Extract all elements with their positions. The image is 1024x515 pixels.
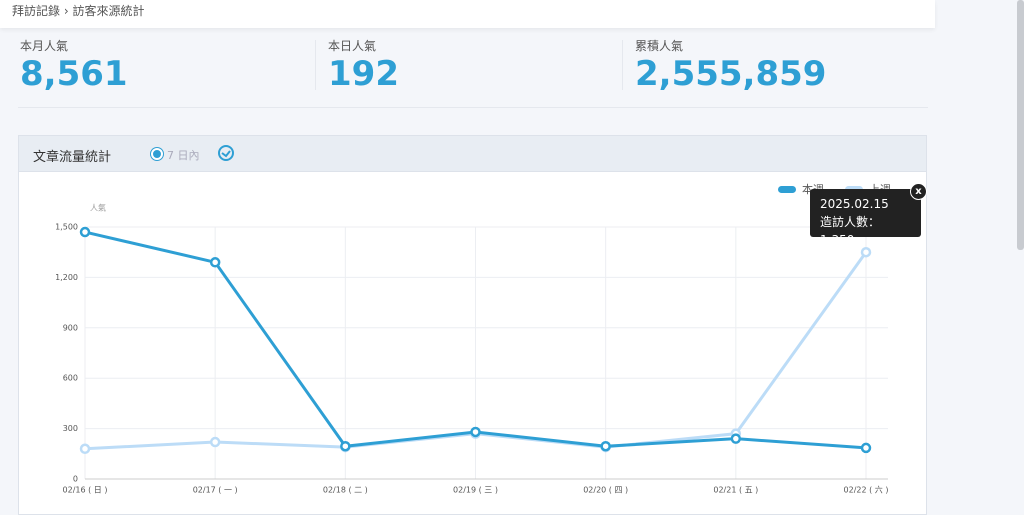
stat-value: 8,561	[20, 54, 128, 94]
x-tick-label: 02/18 ( 二 )	[323, 486, 368, 495]
tooltip-close[interactable]: x	[910, 183, 927, 200]
stat: 累積人氣 2,555,859	[635, 37, 826, 94]
scrollbar[interactable]	[1017, 0, 1024, 250]
y-tick-label: 1,200	[55, 273, 78, 282]
x-tick-label: 02/21 ( 五 )	[713, 486, 758, 495]
stat-label: 本日人氣	[328, 39, 377, 53]
stat-value: 2,555,859	[635, 54, 827, 94]
y-tick-label: 900	[63, 323, 78, 332]
y-tick-label: 1,500	[55, 223, 78, 232]
stat: 本日人氣 192	[328, 37, 399, 94]
divider	[18, 107, 928, 108]
data-point	[209, 436, 221, 448]
tooltip-title: 2025.02.15	[820, 197, 889, 211]
data-point	[860, 246, 872, 258]
y-axis-label: 人氣	[90, 203, 106, 213]
x-tick-label: 02/22 ( 六 )	[844, 485, 889, 495]
separator	[315, 40, 316, 90]
x-tick-label: 02/20 ( 四 )	[583, 486, 628, 495]
range-label[interactable]: 7 日內	[167, 149, 200, 162]
refresh-icon[interactable]	[216, 143, 236, 163]
data-point	[79, 226, 91, 238]
data-point	[340, 440, 351, 452]
data-point	[600, 440, 611, 452]
radio[interactable]	[151, 148, 163, 160]
crumb-current: 訪客來源統計	[72, 4, 145, 18]
x-tick-label: 02/17 ( 一 )	[193, 486, 238, 495]
stat: 本月人氣 8,561	[20, 37, 128, 94]
panel-title: 文章流量統計	[33, 150, 112, 165]
data-point	[209, 257, 221, 268]
data-point	[730, 433, 742, 444]
data-point	[860, 442, 872, 454]
separator	[622, 40, 623, 90]
tooltip-text: 造訪人數：1,350	[820, 215, 881, 247]
x-tick-label: 02/19 ( 三 )	[453, 486, 498, 495]
panel-header: 文章流量統計 7 日內	[19, 136, 926, 172]
data-point	[79, 443, 91, 455]
x-tick-label: 02/16 ( 日 )	[63, 486, 108, 495]
chart: 人氣 0 300 600 900 1,200 1,500 02/16 ( 日 ) 02/17 …	[55, 182, 891, 495]
stat-label: 本月人氣	[20, 39, 69, 53]
y-tick-label: 0	[73, 475, 78, 484]
breadcrumb: 拜訪記錄 › 訪客來源統計	[0, 0, 935, 28]
tooltip: 2025.02.15 造訪人數：1,350	[810, 189, 921, 247]
crumb-sep: ›	[63, 4, 73, 18]
data-point	[470, 426, 481, 438]
panel: 文章流量統計 7 日內	[18, 135, 927, 515]
stat-label: 累積人氣	[635, 39, 684, 53]
crumb-link[interactable]: 拜訪記錄	[12, 4, 61, 18]
legend-swatch	[778, 186, 796, 193]
stat-value: 192	[328, 54, 399, 94]
y-tick-label: 300	[63, 424, 78, 433]
y-tick-label: 600	[63, 374, 78, 383]
